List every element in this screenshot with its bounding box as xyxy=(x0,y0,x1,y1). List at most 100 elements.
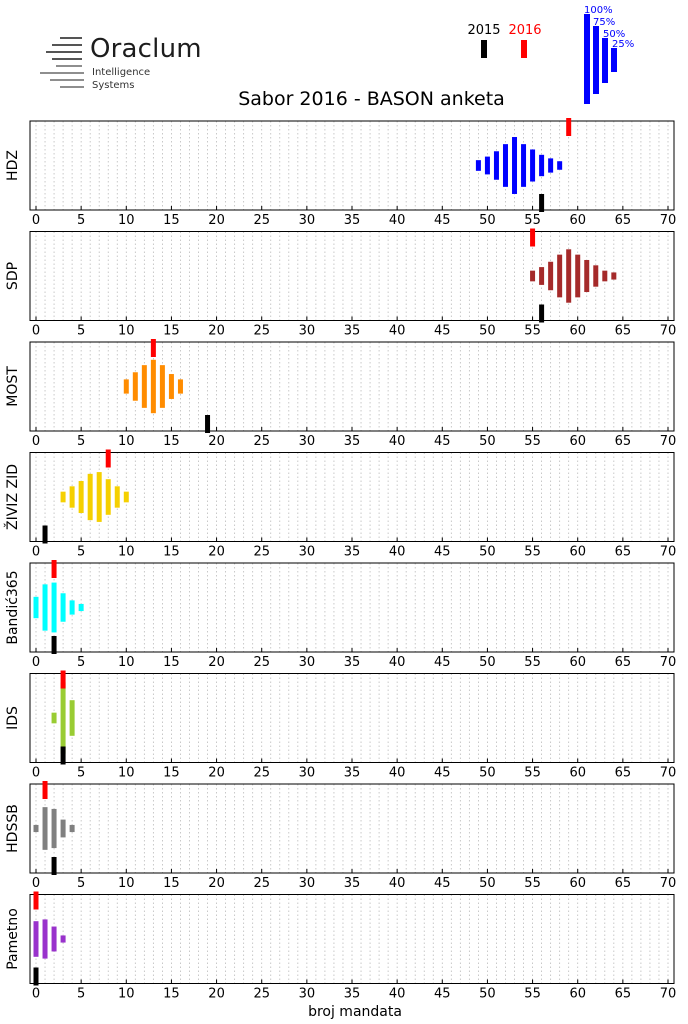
x-tick-label: 15 xyxy=(163,876,180,891)
percentile-bar-25 xyxy=(611,48,617,72)
x-tick-label: 20 xyxy=(208,655,225,670)
panel-3: 0 5 10 15 20 25 30 35 40 45 50 55 60 65 70 ŽIVIZ ZID xyxy=(3,449,676,560)
x-tick-label: 40 xyxy=(389,876,406,891)
oraclum-lines-icon xyxy=(40,37,84,88)
x-tick-label: 60 xyxy=(569,655,586,670)
x-tick-label: 65 xyxy=(615,213,632,228)
x-axis-label: broj mandata xyxy=(308,1004,402,1020)
x-tick-label: 30 xyxy=(299,876,316,891)
percentile-bar-50 xyxy=(602,38,608,83)
x-tick-label: 55 xyxy=(524,876,541,891)
x-tick-label: 0 xyxy=(32,766,40,781)
x-tick-label: 45 xyxy=(434,766,451,781)
x-tick-label: 60 xyxy=(569,876,586,891)
legend-2015-label: 2015 xyxy=(467,23,500,38)
x-tick-label: 50 xyxy=(479,987,496,1002)
distribution-bar xyxy=(60,491,66,503)
distribution-bar xyxy=(87,473,93,521)
distribution-bar xyxy=(60,593,66,622)
x-tick-label: 40 xyxy=(389,987,406,1002)
distribution-bar xyxy=(60,819,66,838)
distribution-bar xyxy=(168,374,174,399)
x-tick-label: 35 xyxy=(344,434,361,449)
distribution-bar xyxy=(521,144,527,187)
distribution-bar xyxy=(141,365,147,408)
x-tick-label: 60 xyxy=(569,987,586,1002)
panel-6: 0 5 10 15 20 25 30 35 40 45 50 55 60 65 70 HDSSB xyxy=(5,781,676,891)
chart-title: Sabor 2016 - BASON anketa xyxy=(238,88,505,110)
distribution-bar xyxy=(69,824,75,833)
result-2016-marker xyxy=(60,670,66,689)
distribution-bar xyxy=(575,254,581,298)
x-tick-label: 55 xyxy=(524,213,541,228)
x-tick-label: 45 xyxy=(434,545,451,560)
x-tick-label: 60 xyxy=(569,766,586,781)
x-tick-label: 0 xyxy=(32,545,40,560)
x-tick-label: 35 xyxy=(344,876,361,891)
x-tick-label: 70 xyxy=(660,766,677,781)
result-2015-marker xyxy=(33,967,39,986)
x-tick-label: 45 xyxy=(434,434,451,449)
x-tick-label: 20 xyxy=(208,434,225,449)
distribution-bar xyxy=(611,272,617,280)
panel-1: 0 5 10 15 20 25 30 35 40 45 50 55 60 65 70 SDP xyxy=(5,228,676,339)
distribution-bar xyxy=(96,472,102,522)
panel-5: 0 5 10 15 20 25 30 35 40 45 50 55 60 65 70 IDS xyxy=(5,670,677,781)
x-tick-label: 50 xyxy=(479,213,496,228)
x-tick-label: 35 xyxy=(344,213,361,228)
x-tick-label: 30 xyxy=(299,766,316,781)
distribution-bar xyxy=(51,808,57,849)
distribution-bar xyxy=(548,158,554,173)
distribution-bar xyxy=(42,919,48,959)
x-tick-label: 15 xyxy=(163,324,180,339)
x-tick-label: 45 xyxy=(434,987,451,1002)
x-tick-label: 15 xyxy=(163,545,180,560)
x-tick-label: 15 xyxy=(163,987,180,1002)
x-tick-label: 25 xyxy=(253,324,270,339)
distribution-bar xyxy=(502,144,508,187)
x-tick-label: 35 xyxy=(344,987,361,1002)
percentile-label-25: 25% xyxy=(612,39,634,50)
percentile-label-100: 100% xyxy=(584,5,613,16)
x-tick-label: 40 xyxy=(389,324,406,339)
distribution-bar xyxy=(33,596,39,619)
result-2016-marker xyxy=(530,228,536,247)
distribution-bar xyxy=(33,921,39,957)
x-tick-label: 40 xyxy=(389,434,406,449)
result-2015-marker xyxy=(205,415,211,433)
x-tick-label: 30 xyxy=(299,434,316,449)
x-tick-label: 65 xyxy=(615,876,632,891)
x-tick-label: 50 xyxy=(479,545,496,560)
x-tick-label: 45 xyxy=(434,876,451,891)
logo-name: Oraclum xyxy=(90,34,202,64)
x-tick-label: 55 xyxy=(524,655,541,670)
result-2015-marker xyxy=(42,525,48,544)
distribution-bar xyxy=(123,491,129,503)
percentile-bar-100 xyxy=(584,14,590,104)
panel-7: 0 5 10 15 20 25 30 35 40 45 50 55 60 65 70 Pametno xyxy=(5,891,676,1002)
legend-2016-mark xyxy=(521,40,527,58)
x-tick-label: 45 xyxy=(434,324,451,339)
distribution-bar xyxy=(132,372,138,401)
distribution-bar xyxy=(42,584,48,631)
x-tick-label: 70 xyxy=(660,213,677,228)
distribution-bar xyxy=(602,270,608,282)
x-tick-label: 15 xyxy=(163,434,180,449)
distribution-bar xyxy=(69,486,75,508)
result-2015-marker xyxy=(539,304,545,323)
x-tick-label: 20 xyxy=(208,324,225,339)
x-tick-label: 15 xyxy=(163,213,180,228)
party-label: Pametno xyxy=(5,908,21,970)
x-tick-label: 65 xyxy=(615,987,632,1002)
x-tick-label: 10 xyxy=(118,987,135,1002)
distribution-bar xyxy=(512,137,518,194)
x-tick-label: 30 xyxy=(299,213,316,228)
distribution-bar xyxy=(150,359,156,414)
x-tick-label: 50 xyxy=(479,766,496,781)
x-tick-label: 20 xyxy=(208,545,225,560)
x-tick-label: 0 xyxy=(32,876,40,891)
x-tick-label: 40 xyxy=(389,545,406,560)
distribution-bar xyxy=(539,154,545,177)
x-tick-label: 10 xyxy=(118,766,135,781)
